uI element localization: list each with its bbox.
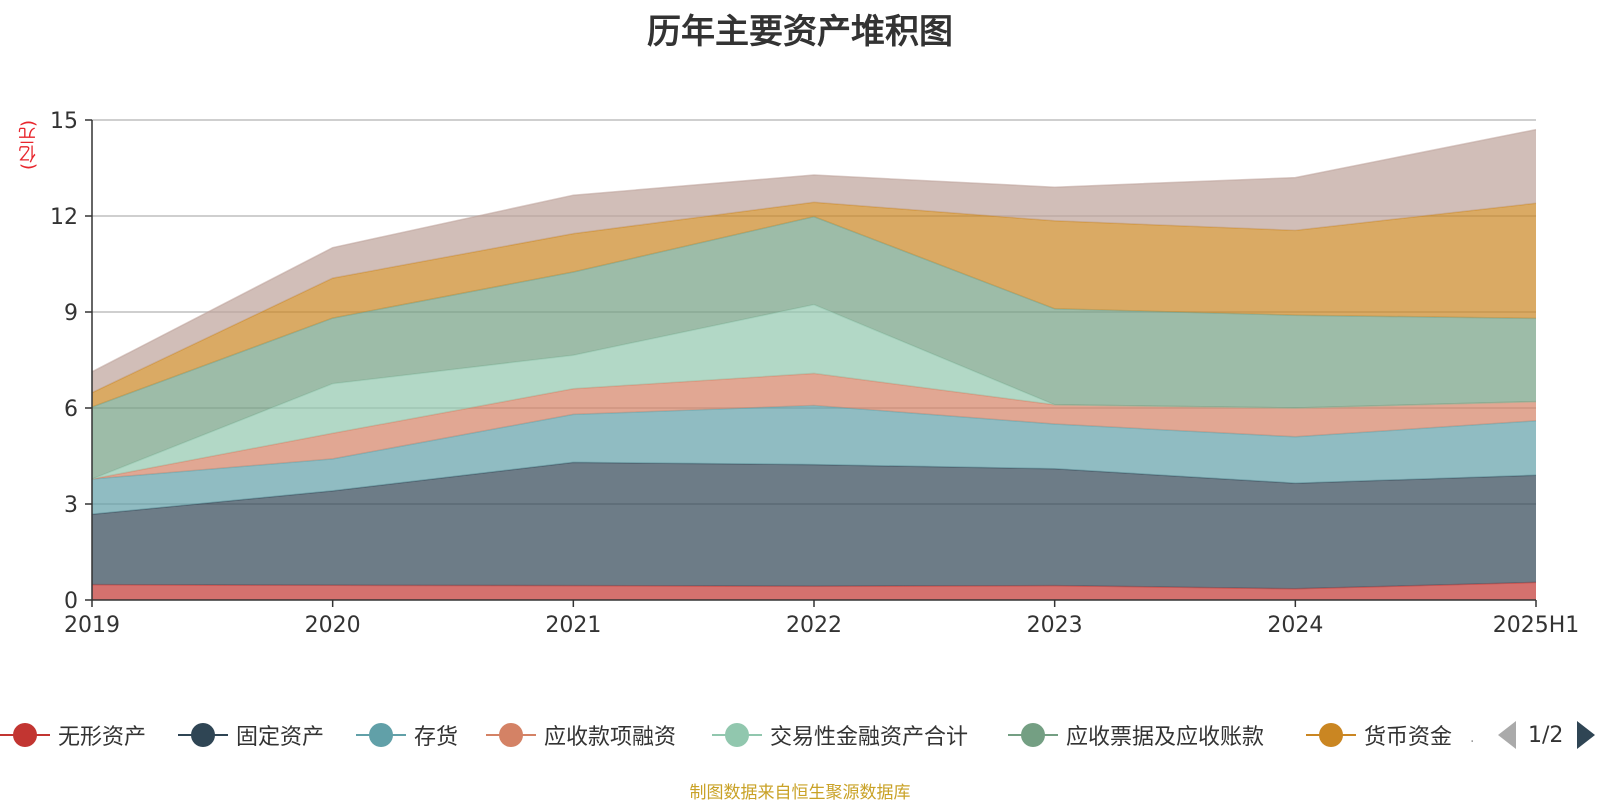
pager-text: 1/2 (1528, 722, 1564, 748)
stacked-area-chart: 0 3 6 9 12 15 2019 2020 2021 2022 2023 2024 2025H1 (50, 109, 1580, 638)
x-tick-label: 2019 (64, 613, 120, 638)
legend: 无形资产 固定资产 存货 应收款项融资 交易性金融资产合计 应收票据及应收账款 货币资金 (0, 715, 1600, 755)
legend-marker-icon (0, 720, 50, 750)
area-series-8 (92, 129, 1536, 393)
y-tick-label: 12 (50, 205, 78, 230)
legend-item[interactable]: 固定资产 (178, 715, 324, 755)
x-tick-label: 2021 (545, 613, 601, 638)
area-series-3 (92, 405, 1536, 515)
area-series-4 (92, 373, 1536, 480)
y-tick-label: 0 (64, 589, 78, 614)
pager-next-icon[interactable] (1577, 721, 1596, 749)
y-tick-label: 15 (50, 109, 78, 134)
x-tick-label: 2022 (786, 613, 842, 638)
legend-item[interactable]: 应收票据及应收账款 (1008, 715, 1264, 755)
area-series-7 (92, 202, 1536, 408)
y-tick-label: 6 (64, 397, 78, 422)
area-series-5 (92, 304, 1536, 480)
legend-item[interactable]: 无形资产 (0, 715, 146, 755)
legend-label: 应收票据及应收账款 (1066, 725, 1265, 750)
legend-marker-icon (1306, 720, 1356, 750)
legend-label: 固定资产 (236, 725, 325, 750)
legend-pager: 1/2 (1498, 718, 1596, 752)
y-tick-label: 9 (64, 301, 78, 326)
legend-marker-icon (178, 720, 228, 750)
source-note: 制图数据来自恒生聚源数据库 (689, 783, 911, 803)
area-series-6 (92, 216, 1536, 480)
area-series-1 (92, 582, 1536, 600)
legend-label: 交易性金融资产合计 (770, 725, 969, 750)
pager-prev-icon[interactable] (1498, 721, 1516, 749)
legend-item[interactable]: 交易性金融资产合计 (712, 715, 968, 755)
legend-item[interactable]: 货币资金 (1306, 715, 1452, 755)
series-line-8 (91, 128, 1537, 373)
legend-marker-icon (712, 720, 762, 750)
y-tick-label: 3 (64, 493, 78, 518)
area-series-2 (92, 462, 1536, 589)
legend-item[interactable]: 存货 (356, 715, 458, 755)
chart-title: 历年主要资产堆积图 (647, 12, 953, 52)
x-tick-label: 2025H1 (1493, 613, 1580, 638)
x-tick-label: 2024 (1267, 613, 1323, 638)
legend-marker-icon (486, 720, 536, 750)
legend-label: 存货 (414, 725, 459, 750)
legend-label: 无形资产 (58, 725, 147, 750)
legend-label: 货币资金 (1364, 725, 1453, 750)
legend-label: 应收款项融资 (544, 725, 677, 750)
x-tick-label: 2020 (305, 613, 361, 638)
legend-marker-icon (1008, 720, 1058, 750)
legend-marker-icon (356, 720, 406, 750)
legend-item[interactable]: 应收款项融资 (486, 715, 676, 755)
legend-overflow-marker: · (1470, 734, 1475, 750)
x-tick-label: 2023 (1027, 613, 1083, 638)
